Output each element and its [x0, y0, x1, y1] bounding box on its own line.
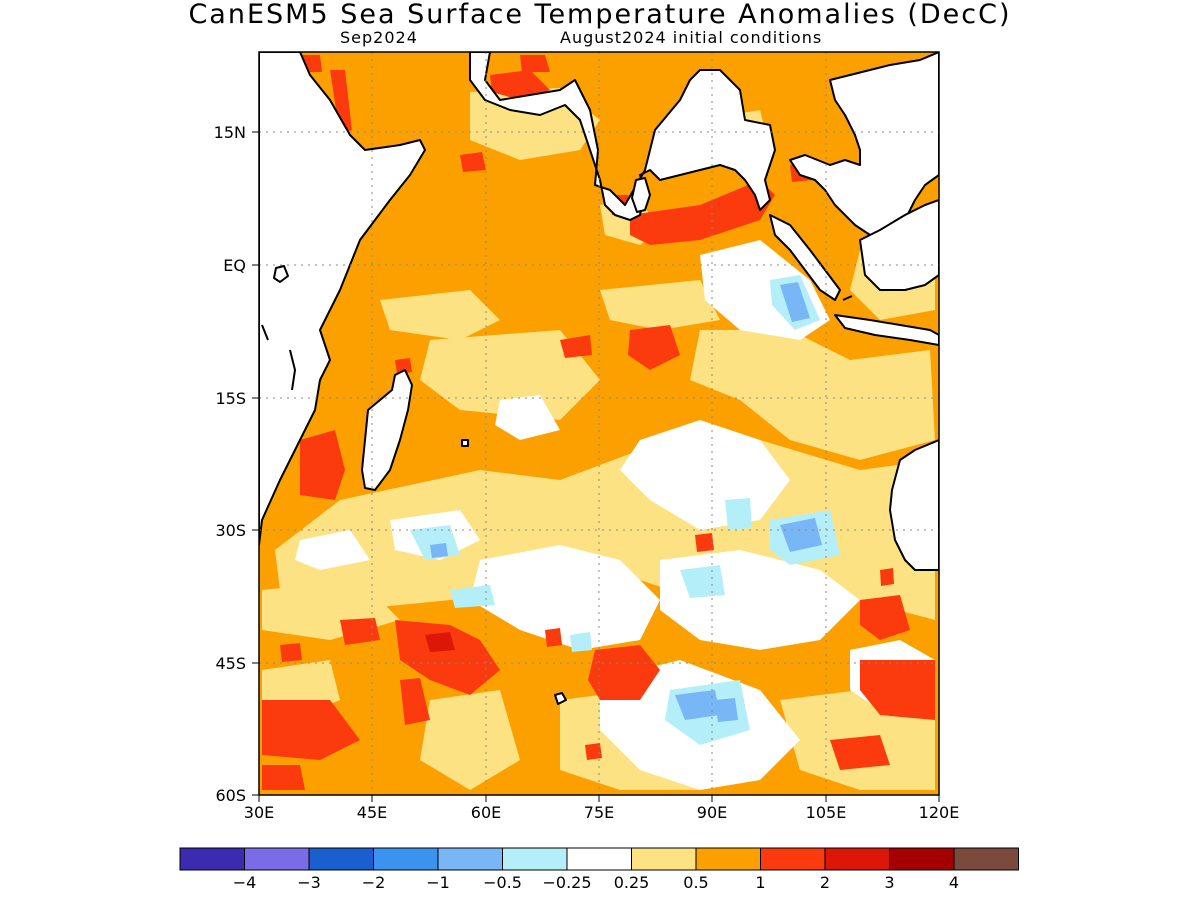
colorbar-swatch [631, 847, 697, 871]
graticule [259, 52, 939, 795]
lat-tick-marks [252, 131, 259, 796]
colorbar-swatch [437, 847, 503, 871]
lon-label-30e: 30E [244, 803, 274, 822]
colorbar-label: 0.5 [683, 873, 708, 892]
lat-tick-labels: 15N EQ 15S 30S 45S 60S [214, 123, 246, 805]
colorbar-label: −0.5 [483, 873, 522, 892]
lon-label-75e: 75E [584, 803, 614, 822]
colorbar-swatch [244, 847, 310, 871]
lon-tick-marks [258, 795, 940, 802]
colorbar-label: 4 [949, 873, 959, 892]
lat-label-eq: EQ [223, 256, 246, 275]
lat-label-45s: 45S [215, 654, 246, 673]
anomaly-1-2-areas [262, 55, 935, 790]
lat-label-15n: 15N [214, 123, 246, 142]
lat-label-60s: 60S [215, 786, 246, 805]
colorbar-label: 3 [884, 873, 894, 892]
lat-label-15s: 15S [215, 389, 246, 408]
lon-label-105e: 105E [806, 803, 847, 822]
colorbar-label: 2 [820, 873, 830, 892]
colorbar-swatch [695, 847, 761, 871]
map-title: CanESM5 Sea Surface Temperature Anomalie… [188, 0, 1012, 30]
colorbar-labels: −4 −3 −2 −1 −0.5 −0.25 0.25 0.5 1 2 3 4 [233, 873, 959, 892]
colorbar-swatch [373, 847, 439, 871]
lon-tick-labels: 30E 45E 60E 75E 90E 105E 120E [244, 803, 960, 822]
lon-label-120e: 120E [919, 803, 960, 822]
initial-conditions-label: August2024 initial conditions [560, 28, 823, 47]
coast-details [261, 295, 853, 391]
colorbar-label: −4 [233, 873, 257, 892]
lon-label-60e: 60E [471, 803, 501, 822]
lat-label-30s: 30S [215, 521, 246, 540]
colorbar-swatch [308, 847, 374, 871]
colorbar-swatch [953, 847, 1019, 871]
land-masses [259, 52, 939, 705]
forecast-month: Sep2024 [340, 28, 418, 47]
anomaly-2-3-areas [425, 632, 455, 652]
colorbar-label: −2 [362, 873, 386, 892]
colorbar-swatch [824, 847, 890, 871]
colorbar-swatch [502, 847, 568, 871]
colorbar-label: −1 [426, 873, 450, 892]
colorbar-label: −0.25 [542, 873, 591, 892]
colorbar-label: −3 [297, 873, 321, 892]
colorbar [179, 847, 1019, 871]
colorbar-swatch [179, 847, 245, 871]
colorbar-label: 1 [755, 873, 765, 892]
lon-label-45e: 45E [357, 803, 387, 822]
colorbar-swatch [889, 847, 955, 871]
colorbar-label: 0.25 [614, 873, 650, 892]
colorbar-swatch [760, 847, 826, 871]
colorbar-swatch [566, 847, 632, 871]
lon-label-90e: 90E [697, 803, 727, 822]
anomaly-neg-0.5-1-areas [430, 282, 822, 722]
